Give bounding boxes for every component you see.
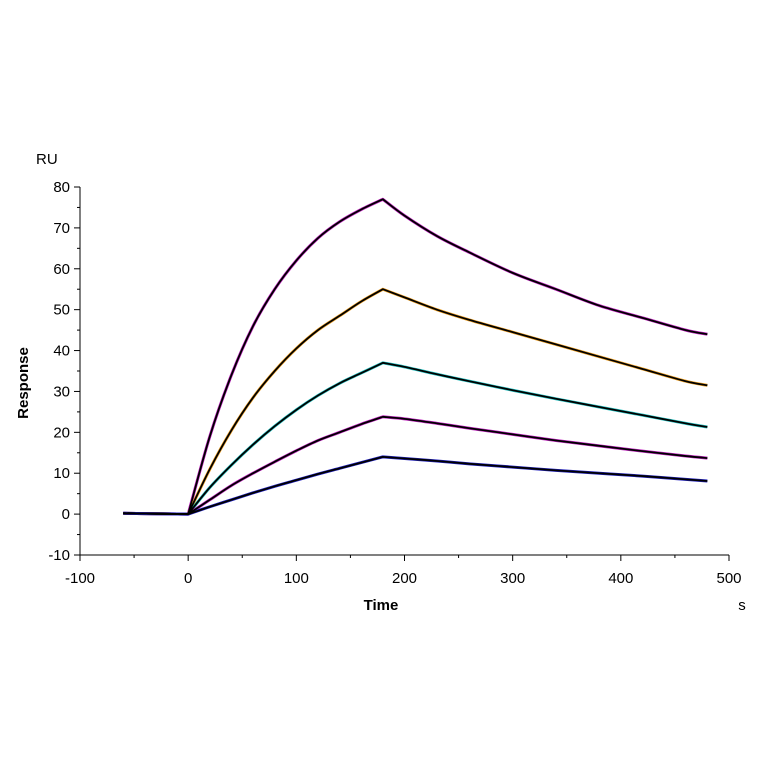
- y-tick-label: 70: [53, 220, 70, 237]
- x-unit-label: s: [738, 597, 746, 614]
- x-tick-label: 500: [716, 570, 741, 587]
- y-tick-label: 30: [53, 383, 70, 400]
- series-line-3: [123, 361, 708, 516]
- y-tick-label: 40: [53, 343, 70, 360]
- y-tick-label: 20: [53, 424, 70, 441]
- x-tick-label: 200: [392, 570, 417, 587]
- x-tick-label: 100: [284, 570, 309, 587]
- y-tick-label: 80: [53, 179, 70, 196]
- y-tick-label: 50: [53, 302, 70, 319]
- y-tick-label: 0: [62, 506, 70, 523]
- fit-line-1: [123, 198, 708, 516]
- fit-layer: [123, 198, 708, 516]
- y-unit-label: RU: [36, 151, 58, 168]
- x-tick-label: 400: [608, 570, 633, 587]
- fit-line-2: [123, 288, 708, 516]
- fit-line-4: [123, 415, 708, 516]
- x-tick-label: 300: [500, 570, 525, 587]
- x-tick-label: 0: [184, 570, 192, 587]
- fit-line-3: [123, 361, 708, 516]
- x-tick-label: -100: [65, 570, 95, 587]
- x-axis-title: Time: [364, 597, 399, 614]
- y-tick-label: 10: [53, 465, 70, 482]
- fit-line-5: [123, 455, 708, 516]
- y-axis-title: Response: [15, 347, 32, 419]
- axes: [74, 186, 730, 561]
- series-line-2: [123, 287, 708, 516]
- y-tick-label: -10: [48, 547, 70, 564]
- y-tick-label: 60: [53, 261, 70, 278]
